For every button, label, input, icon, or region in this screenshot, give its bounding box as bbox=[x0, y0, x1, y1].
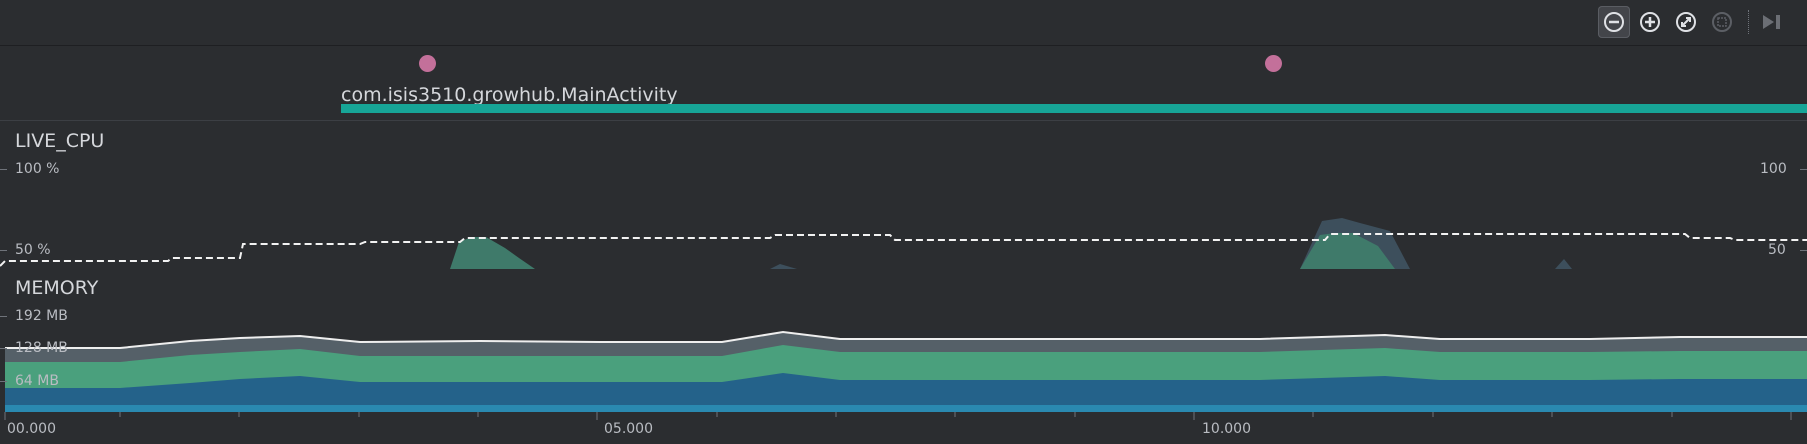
axis-tick bbox=[0, 169, 7, 170]
cpu-other-usage-area bbox=[1555, 259, 1572, 269]
memory-axis-label: 64 MB bbox=[15, 373, 59, 389]
axis-tick bbox=[0, 348, 7, 349]
time-label: 00.000 bbox=[7, 421, 56, 437]
axis-tick bbox=[0, 250, 7, 251]
skip-to-end-icon bbox=[1763, 15, 1780, 29]
plus-circle-icon bbox=[1640, 12, 1660, 32]
event-dot[interactable] bbox=[419, 55, 436, 72]
memory-axis-label: 192 MB bbox=[15, 308, 68, 324]
axis-tick bbox=[1800, 250, 1807, 251]
memory-total-line bbox=[5, 330, 1807, 349]
cpu-axis-label: 100 % bbox=[15, 161, 60, 177]
axis-tick bbox=[1800, 169, 1807, 170]
memory-java-area bbox=[5, 373, 1807, 412]
events-track: com.isis3510.growhub.MainActivity bbox=[0, 46, 1807, 121]
toolbar-separator bbox=[1748, 10, 1749, 34]
axis-tick bbox=[0, 316, 7, 317]
attach-selection-button[interactable] bbox=[1706, 6, 1738, 38]
profiler-toolbar bbox=[0, 0, 1807, 46]
cpu-axis-label: 50 % bbox=[15, 242, 51, 258]
activity-label: com.isis3510.growhub.MainActivity bbox=[341, 84, 678, 106]
cpu-app-usage-area bbox=[450, 237, 535, 269]
time-ruler-ticks bbox=[4, 412, 1792, 420]
cpu-title: LIVE_CPU bbox=[15, 130, 105, 152]
fit-icon bbox=[1676, 12, 1696, 32]
cpu-chart[interactable] bbox=[0, 120, 1807, 270]
zoom-out-button[interactable] bbox=[1598, 6, 1630, 38]
cpu-right-axis-label: 100 bbox=[1760, 161, 1787, 177]
memory-axis-label: 128 MB bbox=[15, 340, 68, 356]
zoom-in-button[interactable] bbox=[1634, 6, 1666, 38]
reset-zoom-button[interactable] bbox=[1670, 6, 1702, 38]
memory-title: MEMORY bbox=[15, 277, 99, 299]
memory-code-area bbox=[5, 405, 1807, 412]
selection-icon bbox=[1712, 12, 1732, 32]
cpu-other-usage-area bbox=[770, 264, 797, 269]
memory-chart[interactable] bbox=[0, 270, 1807, 420]
time-label: 05.000 bbox=[604, 421, 653, 437]
thread-count-line bbox=[0, 233, 1807, 267]
activity-bar[interactable] bbox=[341, 104, 1807, 113]
time-label: 10.000 bbox=[1202, 421, 1251, 437]
event-dot[interactable] bbox=[1265, 55, 1282, 72]
jump-to-live-button[interactable] bbox=[1756, 6, 1788, 38]
cpu-app-usage-area bbox=[1300, 233, 1395, 269]
cpu-right-axis-label: 50 bbox=[1768, 242, 1786, 258]
minus-circle-icon bbox=[1604, 12, 1624, 32]
axis-tick bbox=[0, 381, 7, 382]
